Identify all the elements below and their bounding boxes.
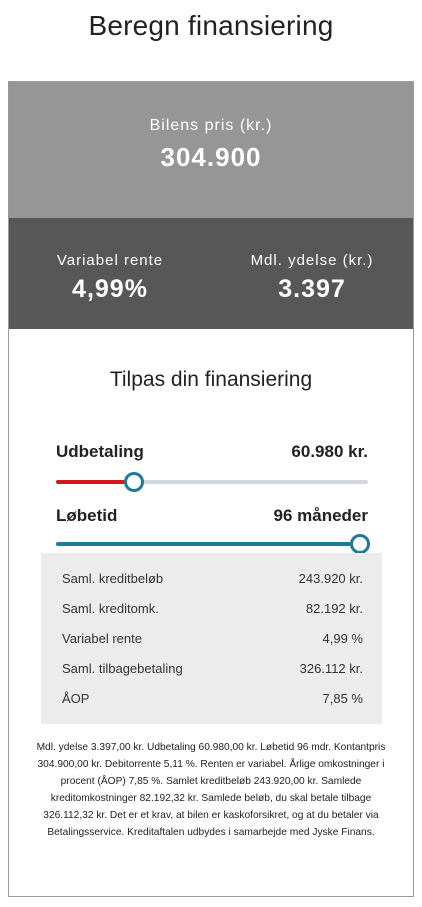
summary-row: Variabel rente 4,99 %	[62, 631, 363, 649]
car-price-label: Bilens pris (kr.)	[149, 117, 273, 134]
monthly-payment-label: Mdl. ydelse (kr.)	[250, 252, 374, 269]
variable-rate-label: Variabel rente	[56, 252, 164, 269]
summary-row: Saml. tilbagebetaling 326.112 kr.	[62, 661, 363, 679]
summary-row: Saml. kreditbeløb 243.920 kr.	[62, 571, 363, 589]
car-price-panel: Bilens pris (kr.) 304.900	[9, 82, 413, 218]
term-label: Løbetid	[56, 506, 118, 525]
term-fill	[56, 542, 360, 546]
down-payment-value: 60.980 kr.	[291, 442, 368, 461]
summary-label: Saml. kreditomk.	[62, 601, 159, 616]
term-header: Løbetid 96 måneder	[56, 506, 368, 528]
customize-title: Tilpas din finansiering	[109, 368, 313, 391]
variable-rate-box: Variabel rente 4,99%	[9, 218, 211, 329]
summary-value: 243.920 kr.	[298, 571, 363, 586]
variable-rate-value: 4,99%	[72, 275, 148, 303]
term-handle[interactable]	[350, 534, 370, 554]
summary-value: 4,99 %	[322, 631, 363, 646]
summary-label: ÅOP	[62, 691, 90, 706]
monthly-payment-value: 3.397	[278, 275, 346, 303]
legal-disclaimer: Mdl. ydelse 3.397,00 kr. Udbetaling 60.9…	[36, 742, 386, 838]
summary-label: Saml. tilbagebetaling	[62, 661, 183, 676]
down-payment-fill	[56, 480, 134, 484]
down-payment-handle[interactable]	[124, 472, 144, 492]
summary-row: ÅOP 7,85 %	[62, 691, 363, 709]
summary-value: 326.112 kr.	[299, 661, 363, 676]
rate-panel: Variabel rente 4,99% Mdl. ydelse (kr.) 3…	[9, 218, 413, 329]
down-payment-track[interactable]	[56, 472, 368, 492]
summary-label: Variabel rente	[62, 631, 142, 646]
finance-calculator-card: Bilens pris (kr.) 304.900 Variabel rente…	[8, 81, 414, 897]
down-payment-label: Udbetaling	[56, 442, 144, 461]
summary-value: 82.192 kr.	[305, 601, 363, 616]
term-value: 96 måneder	[273, 506, 369, 525]
down-payment-header: Udbetaling 60.980 kr.	[56, 442, 368, 464]
summary-row: Saml. kreditomk. 82.192 kr.	[62, 601, 363, 619]
car-price-value: 304.900	[160, 142, 262, 172]
summary-table: Saml. kreditbeløb 243.920 kr. Saml. kred…	[41, 553, 382, 724]
monthly-payment-box: Mdl. ydelse (kr.) 3.397	[211, 218, 413, 329]
term-track[interactable]	[56, 534, 370, 554]
page-title: Beregn finansiering	[88, 10, 334, 41]
summary-label: Saml. kreditbeløb	[62, 571, 164, 586]
summary-value: 7,85 %	[322, 691, 363, 706]
